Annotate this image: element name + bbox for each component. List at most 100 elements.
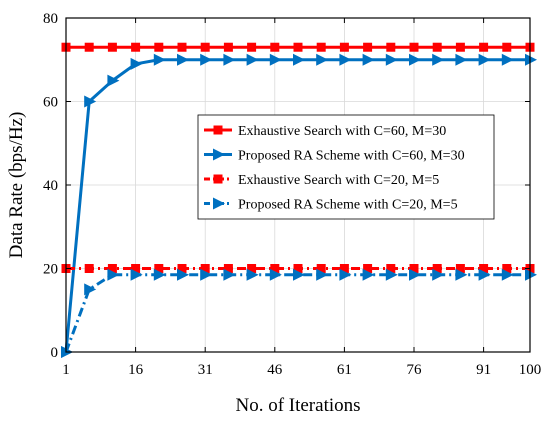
data-point-square xyxy=(502,42,512,52)
x-tick-label: 100 xyxy=(519,362,542,378)
data-point-triangle xyxy=(409,53,421,66)
data-point-triangle xyxy=(478,268,491,281)
data-point-square xyxy=(339,42,349,52)
data-point-square xyxy=(154,42,164,52)
series-layer xyxy=(61,42,537,358)
y-axis-title: Data Rate (bps/Hz) xyxy=(6,112,27,259)
data-point-triangle xyxy=(177,53,189,66)
data-point-square xyxy=(107,42,117,52)
data-point-square xyxy=(363,264,373,273)
legend-entry: Proposed RA Scheme with C=20, M=5 xyxy=(204,197,458,213)
data-point-square xyxy=(502,264,512,273)
data-point-triangle xyxy=(455,53,468,66)
data-point-square xyxy=(84,264,94,273)
data-point-triangle xyxy=(525,268,537,281)
data-point-square xyxy=(409,264,419,273)
data-point-triangle xyxy=(223,53,236,66)
data-point-triangle xyxy=(153,53,166,66)
data-point-triangle xyxy=(293,268,305,281)
data-point-triangle xyxy=(269,268,282,281)
data-point-triangle xyxy=(385,53,398,66)
data-point-triangle xyxy=(525,53,537,66)
x-axis-title: No. of Iterations xyxy=(235,395,360,416)
data-point-square xyxy=(213,125,223,135)
tick-layer: 1 16 31 46 61 76 91 100 0 20 40 60 80 xyxy=(43,11,541,378)
data-point-square xyxy=(223,264,233,273)
x-tick-label: 61 xyxy=(337,362,352,378)
data-point-square xyxy=(131,264,141,273)
data-point-triangle xyxy=(478,53,491,66)
data-point-square xyxy=(316,42,326,52)
data-point-triangle xyxy=(385,268,398,281)
data-point-square xyxy=(200,264,210,273)
data-point-square xyxy=(432,264,442,273)
y-tick-label: 80 xyxy=(43,11,58,27)
data-point-square xyxy=(177,42,187,52)
data-point-triangle xyxy=(246,268,259,281)
y-tick-label: 40 xyxy=(43,178,58,194)
data-point-square xyxy=(455,42,465,52)
data-point-triangle xyxy=(130,268,143,281)
data-point-square xyxy=(270,42,280,52)
legend-label: Exhaustive Search with C=20, M=5 xyxy=(238,173,439,188)
data-point-triangle xyxy=(213,197,225,210)
y-tick-label: 0 xyxy=(51,345,59,361)
data-point-triangle xyxy=(409,268,421,281)
data-point-triangle xyxy=(339,268,352,281)
series-1 xyxy=(61,42,535,52)
data-point-triangle xyxy=(177,268,189,281)
data-point-square xyxy=(154,264,164,273)
data-point-triangle xyxy=(84,95,97,108)
data-point-triangle xyxy=(362,53,375,66)
legend-entry: Exhaustive Search with C=60, M=30 xyxy=(204,124,446,139)
legend-entry: Proposed RA Scheme with C=60, M=30 xyxy=(204,148,465,164)
x-tick-label: 91 xyxy=(476,362,491,378)
data-point-triangle xyxy=(200,53,213,66)
data-point-square xyxy=(213,174,223,184)
data-point-square xyxy=(479,264,489,273)
data-point-square xyxy=(455,264,465,273)
data-point-triangle xyxy=(269,53,282,66)
data-point-triangle xyxy=(223,268,236,281)
data-point-square xyxy=(386,264,396,273)
data-point-triangle xyxy=(293,53,305,66)
legend-entry: Exhaustive Search with C=20, M=5 xyxy=(204,173,439,188)
legend-label: Proposed RA Scheme with C=60, M=30 xyxy=(238,149,465,164)
data-point-square xyxy=(363,42,373,52)
y-tick-label: 60 xyxy=(43,95,58,111)
data-point-triangle xyxy=(501,268,514,281)
x-tick-label: 16 xyxy=(128,362,144,378)
data-point-square xyxy=(107,264,117,273)
data-point-triangle xyxy=(213,148,225,161)
x-tick-label: 76 xyxy=(407,362,423,378)
data-point-square xyxy=(247,42,257,52)
data-point-square xyxy=(316,264,326,273)
x-tick-label: 46 xyxy=(267,362,283,378)
legend-label: Proposed RA Scheme with C=20, M=5 xyxy=(238,198,458,213)
data-point-square xyxy=(270,264,280,273)
data-point-triangle xyxy=(455,268,468,281)
legend-label: Exhaustive Search with C=60, M=30 xyxy=(238,124,446,139)
data-point-square xyxy=(177,264,187,273)
data-point-square xyxy=(409,42,419,52)
data-point-triangle xyxy=(107,74,120,87)
data-point-square xyxy=(223,42,233,52)
data-point-triangle xyxy=(339,53,352,66)
data-point-triangle xyxy=(246,53,259,66)
data-point-triangle xyxy=(200,268,213,281)
data-point-square xyxy=(131,42,141,52)
data-point-square xyxy=(479,42,489,52)
data-point-triangle xyxy=(316,53,329,66)
series-3 xyxy=(61,264,535,273)
series-4 xyxy=(61,268,537,358)
data-point-square xyxy=(386,42,396,52)
data-point-square xyxy=(432,42,442,52)
x-tick-label: 31 xyxy=(198,362,213,378)
x-tick-label: 1 xyxy=(62,362,70,378)
legend: Exhaustive Search with C=60, M=30 Propose… xyxy=(197,114,495,220)
data-point-triangle xyxy=(432,53,445,66)
data-point-triangle xyxy=(316,268,329,281)
y-tick-label: 20 xyxy=(43,262,58,278)
